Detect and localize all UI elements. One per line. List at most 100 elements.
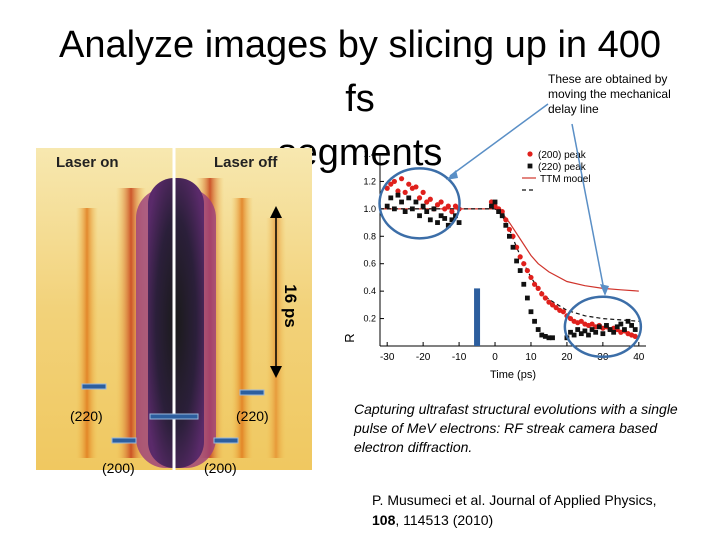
data-point-200 [549, 302, 556, 308]
data-point-220 [593, 329, 599, 335]
hkl-right-200: (200) [204, 460, 237, 476]
data-point-220 [438, 213, 444, 219]
reference-text: P. Musumeci et al. Journal of Applied Ph… [372, 492, 657, 508]
data-point-220 [431, 206, 437, 212]
data-point-220 [632, 327, 638, 332]
figure-caption: Capturing ultrafast structural evolution… [354, 401, 678, 455]
y-tick-label: 1.4 [363, 149, 376, 159]
data-point-200 [542, 295, 548, 301]
data-point-200 [416, 195, 423, 201]
data-point-220 [489, 203, 494, 209]
time-evolution-plot: -30 -20 -10 0 10 20 30 40 0.2 0.4 0.6 0.8 1.0 1.2 1.4 T… [340, 140, 670, 390]
data-point-220 [507, 233, 512, 239]
legend-marker [527, 163, 533, 169]
data-point-220 [622, 327, 627, 332]
data-point-200 [589, 321, 595, 327]
data-point-220 [521, 281, 527, 287]
legend-marker [527, 151, 533, 157]
streak-image-svg [36, 148, 312, 470]
x-axis-label: Time (ps) [490, 369, 536, 381]
data-point-200 [528, 274, 534, 281]
data-point-200 [632, 333, 638, 339]
data-point-200 [539, 291, 545, 297]
data-point-200 [434, 202, 441, 208]
hkl-left-220: (220) [70, 408, 103, 424]
data-point-220 [596, 324, 602, 330]
data-point-220 [550, 335, 555, 341]
data-point-220 [420, 203, 426, 209]
data-point-200 [546, 299, 552, 305]
data-point-200 [517, 254, 523, 260]
data-point-200 [449, 209, 455, 215]
callout-arrow-right [571, 123, 605, 291]
data-point-220 [539, 332, 545, 338]
data-point-200 [521, 261, 527, 267]
data-point-200 [506, 226, 513, 233]
x-tick-label: 40 [633, 352, 645, 363]
x-tick-label: 20 [561, 352, 573, 363]
data-point-220 [618, 321, 624, 327]
data-point-200 [560, 309, 566, 315]
data-point-220 [625, 318, 631, 324]
x-tick-label: 10 [525, 352, 537, 363]
data-point-200 [395, 188, 401, 194]
data-point-200 [413, 184, 419, 190]
data-point-220 [568, 329, 573, 335]
data-point-200 [388, 181, 394, 187]
data-point-200 [452, 203, 459, 209]
data-point-220 [399, 199, 404, 205]
x-tick-label: -20 [416, 352, 431, 363]
y-tick-label: 0.8 [363, 231, 376, 241]
hkl-left-200: (200) [102, 460, 135, 476]
y-axis-label: R [342, 333, 357, 342]
data-point-220 [435, 220, 440, 225]
y-tick-label: 1.0 [363, 204, 376, 214]
data-point-220 [586, 332, 591, 338]
data-point-220 [445, 222, 451, 228]
hkl-right-220: (220) [236, 408, 269, 424]
data-point-220 [496, 209, 502, 214]
data-point-220 [449, 217, 455, 223]
data-point-200 [424, 199, 430, 205]
data-point-220 [532, 318, 537, 324]
data-point-220 [406, 195, 412, 201]
y-tick-label: 0.6 [363, 259, 376, 269]
data-point-220 [524, 295, 530, 301]
data-point-220 [391, 206, 397, 212]
y-tick-label: 0.4 [363, 286, 376, 296]
data-point-200 [531, 281, 538, 287]
data-point-220 [503, 222, 509, 228]
reference: P. Musumeci et al. Journal of Applied Ph… [372, 490, 712, 530]
data-point-200 [427, 196, 433, 202]
data-point-220 [388, 195, 394, 201]
x-tick-label: -30 [380, 352, 395, 363]
data-point-200 [398, 176, 405, 182]
highlight-circle-after [563, 295, 643, 359]
y-tick-label: 1.2 [363, 176, 376, 186]
callout-arrow-left [449, 103, 549, 177]
diffraction-image: Laser on Laser off 16 ps [36, 148, 312, 470]
data-point-220 [417, 213, 422, 219]
data-point-220 [578, 331, 584, 337]
data-point-200 [406, 181, 412, 187]
data-point-220 [510, 244, 516, 250]
data-point-200 [535, 285, 541, 291]
data-point-200 [391, 178, 397, 185]
data-point-220 [424, 209, 430, 214]
time-zero-marker [474, 288, 481, 346]
data-point-220 [427, 217, 433, 223]
data-point-200 [402, 189, 408, 195]
title-line-1: Analyze images by slicing up in 400 fs [58, 24, 661, 120]
data-point-220 [409, 206, 415, 212]
data-point-220 [611, 329, 617, 335]
data-point-220 [535, 327, 541, 332]
legend-label: (200) peak [538, 150, 587, 161]
reference-volume: 108 [372, 512, 396, 528]
data-point-220 [571, 332, 577, 338]
plot-svg: -30 -20 -10 0 10 20 30 400.20.40.60.81.01.21.4T… [342, 149, 646, 381]
legend-label: TTM model [540, 174, 591, 185]
data-point-220 [604, 323, 609, 328]
data-point-200 [524, 267, 530, 274]
laser-off-label: Laser off [214, 154, 278, 171]
